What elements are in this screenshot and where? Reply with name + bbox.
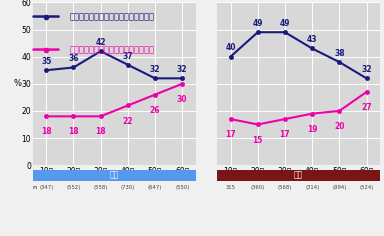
Text: (314): (314)	[305, 185, 319, 190]
Text: 女性: 女性	[294, 171, 303, 180]
Text: 40: 40	[225, 43, 236, 52]
Text: 18: 18	[41, 127, 51, 136]
Text: (552): (552)	[66, 185, 81, 190]
Text: 20: 20	[334, 122, 344, 131]
Text: (524): (524)	[359, 185, 374, 190]
Text: 18: 18	[68, 127, 79, 136]
Text: 37: 37	[122, 52, 133, 61]
Text: 43: 43	[307, 35, 318, 44]
Text: 26: 26	[150, 106, 160, 115]
Text: 38: 38	[334, 49, 345, 58]
Text: (730): (730)	[121, 185, 135, 190]
Text: 17: 17	[225, 130, 236, 139]
Text: 49: 49	[280, 19, 290, 28]
Text: (647): (647)	[148, 185, 162, 190]
Text: 和室中心の間取りのほうがくつろげる: 和室中心の間取りのほうがくつろげる	[69, 45, 154, 54]
Text: 30: 30	[177, 95, 187, 104]
Text: 19: 19	[307, 125, 318, 134]
Text: 15: 15	[253, 136, 263, 145]
Text: n: n	[33, 185, 36, 190]
Text: (568): (568)	[278, 185, 292, 190]
Text: (550): (550)	[175, 185, 189, 190]
Text: 32: 32	[177, 65, 187, 74]
Text: (360): (360)	[251, 185, 265, 190]
Text: 22: 22	[122, 117, 133, 126]
Text: 18: 18	[95, 127, 106, 136]
Text: (994): (994)	[332, 185, 346, 190]
Text: 35: 35	[41, 57, 51, 66]
Text: 男性: 男性	[109, 171, 119, 180]
Text: 32: 32	[361, 65, 372, 74]
Text: 36: 36	[68, 54, 79, 63]
Y-axis label: %: %	[13, 79, 22, 88]
Text: 17: 17	[280, 130, 290, 139]
Text: 49: 49	[253, 19, 263, 28]
Text: 42: 42	[95, 38, 106, 47]
Text: (347): (347)	[39, 185, 53, 190]
Text: (558): (558)	[93, 185, 108, 190]
Text: 315: 315	[225, 185, 235, 190]
Text: 洋室中心の間取りのほうがくつろげる: 洋室中心の間取りのほうがくつろげる	[69, 12, 154, 21]
Text: 32: 32	[150, 65, 160, 74]
Text: 27: 27	[361, 103, 372, 112]
